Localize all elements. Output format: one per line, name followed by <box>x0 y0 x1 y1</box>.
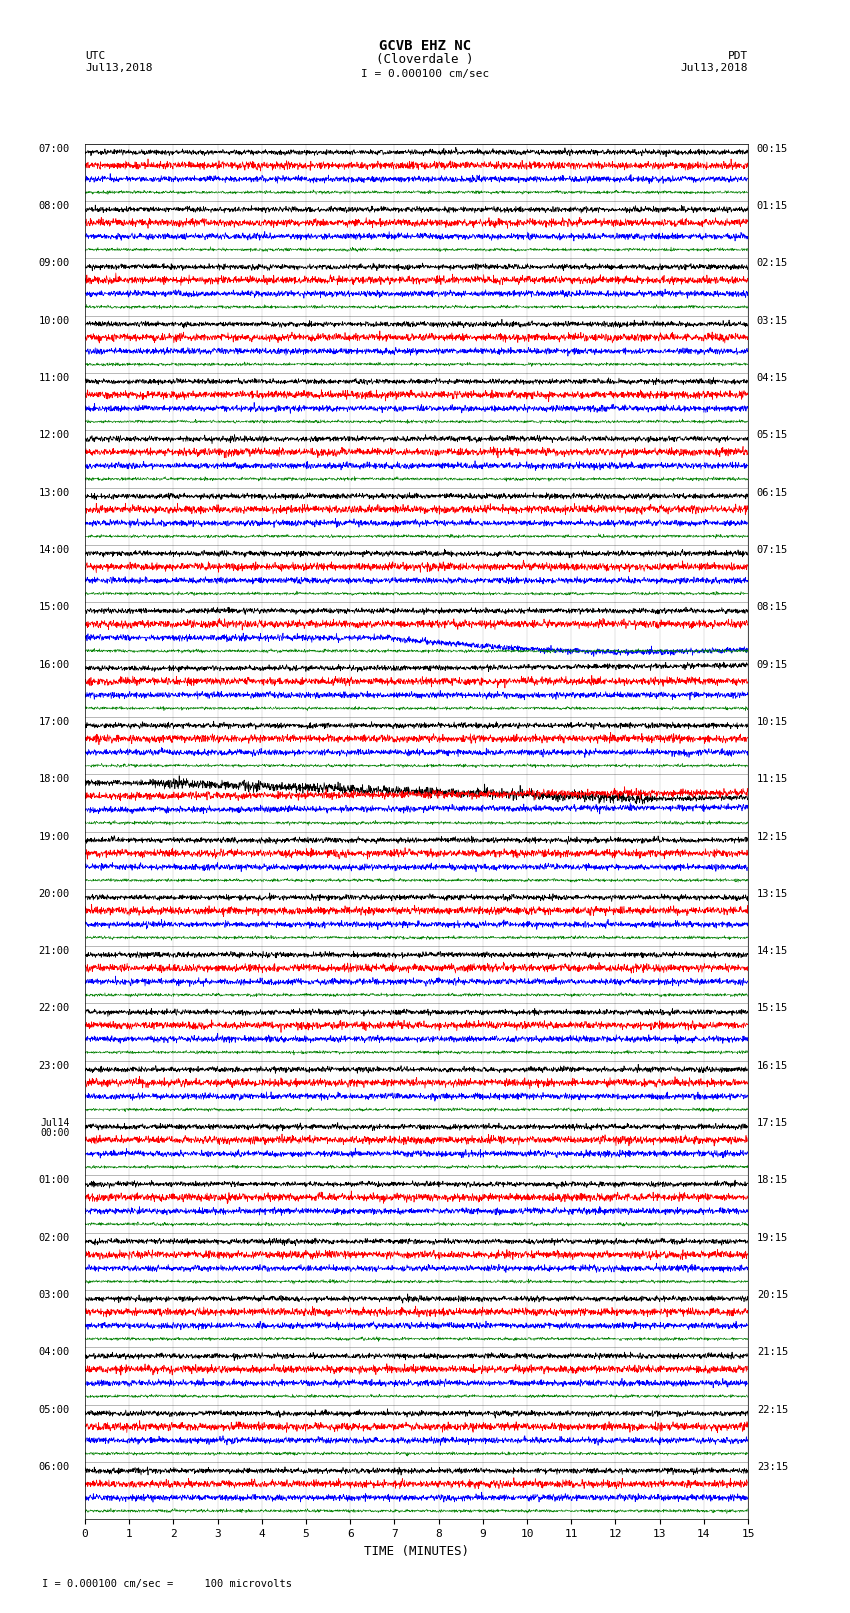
Text: 15:15: 15:15 <box>756 1003 788 1013</box>
Text: 09:00: 09:00 <box>38 258 70 268</box>
Text: 07:15: 07:15 <box>756 545 788 555</box>
Text: 22:00: 22:00 <box>38 1003 70 1013</box>
Text: 14:00: 14:00 <box>38 545 70 555</box>
Text: I = 0.000100 cm/sec =     100 microvolts: I = 0.000100 cm/sec = 100 microvolts <box>17 1579 292 1589</box>
Text: 17:15: 17:15 <box>756 1118 788 1127</box>
Text: 12:15: 12:15 <box>756 832 788 842</box>
Text: 05:15: 05:15 <box>756 431 788 440</box>
Text: 20:00: 20:00 <box>38 889 70 898</box>
Text: 06:00: 06:00 <box>38 1461 70 1473</box>
Text: 23:15: 23:15 <box>756 1461 788 1473</box>
Text: 21:15: 21:15 <box>756 1347 788 1358</box>
Text: 15:00: 15:00 <box>38 602 70 613</box>
Text: 09:15: 09:15 <box>756 660 788 669</box>
Text: 05:00: 05:00 <box>38 1405 70 1415</box>
Text: 00:15: 00:15 <box>756 144 788 153</box>
Text: 01:00: 01:00 <box>38 1176 70 1186</box>
Text: 11:15: 11:15 <box>756 774 788 784</box>
Text: UTC: UTC <box>85 52 105 61</box>
Text: 11:00: 11:00 <box>38 373 70 382</box>
X-axis label: TIME (MINUTES): TIME (MINUTES) <box>364 1545 469 1558</box>
Text: 20:15: 20:15 <box>756 1290 788 1300</box>
Text: 18:00: 18:00 <box>38 774 70 784</box>
Text: 07:00: 07:00 <box>38 144 70 153</box>
Text: (Cloverdale ): (Cloverdale ) <box>377 53 473 66</box>
Text: I = 0.000100 cm/sec: I = 0.000100 cm/sec <box>361 69 489 79</box>
Text: GCVB EHZ NC: GCVB EHZ NC <box>379 39 471 53</box>
Text: 06:15: 06:15 <box>756 487 788 497</box>
Text: 21:00: 21:00 <box>38 947 70 957</box>
Text: 13:15: 13:15 <box>756 889 788 898</box>
Text: 23:00: 23:00 <box>38 1061 70 1071</box>
Text: 19:00: 19:00 <box>38 832 70 842</box>
Text: 19:15: 19:15 <box>756 1232 788 1242</box>
Text: 00:00: 00:00 <box>40 1129 70 1139</box>
Text: 13:00: 13:00 <box>38 487 70 497</box>
Text: 14:15: 14:15 <box>756 947 788 957</box>
Text: 10:00: 10:00 <box>38 316 70 326</box>
Text: 10:15: 10:15 <box>756 716 788 727</box>
Text: 22:15: 22:15 <box>756 1405 788 1415</box>
Text: 18:15: 18:15 <box>756 1176 788 1186</box>
Text: 04:00: 04:00 <box>38 1347 70 1358</box>
Text: 03:15: 03:15 <box>756 316 788 326</box>
Text: PDT: PDT <box>728 52 748 61</box>
Text: 12:00: 12:00 <box>38 431 70 440</box>
Text: 03:00: 03:00 <box>38 1290 70 1300</box>
Text: Jul13,2018: Jul13,2018 <box>85 63 152 73</box>
Text: 02:00: 02:00 <box>38 1232 70 1242</box>
Text: Jul14: Jul14 <box>40 1118 70 1127</box>
Text: 01:15: 01:15 <box>756 202 788 211</box>
Text: 16:15: 16:15 <box>756 1061 788 1071</box>
Text: 08:00: 08:00 <box>38 202 70 211</box>
Text: 02:15: 02:15 <box>756 258 788 268</box>
Text: 16:00: 16:00 <box>38 660 70 669</box>
Text: 17:00: 17:00 <box>38 716 70 727</box>
Text: Jul13,2018: Jul13,2018 <box>681 63 748 73</box>
Text: 08:15: 08:15 <box>756 602 788 613</box>
Text: 04:15: 04:15 <box>756 373 788 382</box>
